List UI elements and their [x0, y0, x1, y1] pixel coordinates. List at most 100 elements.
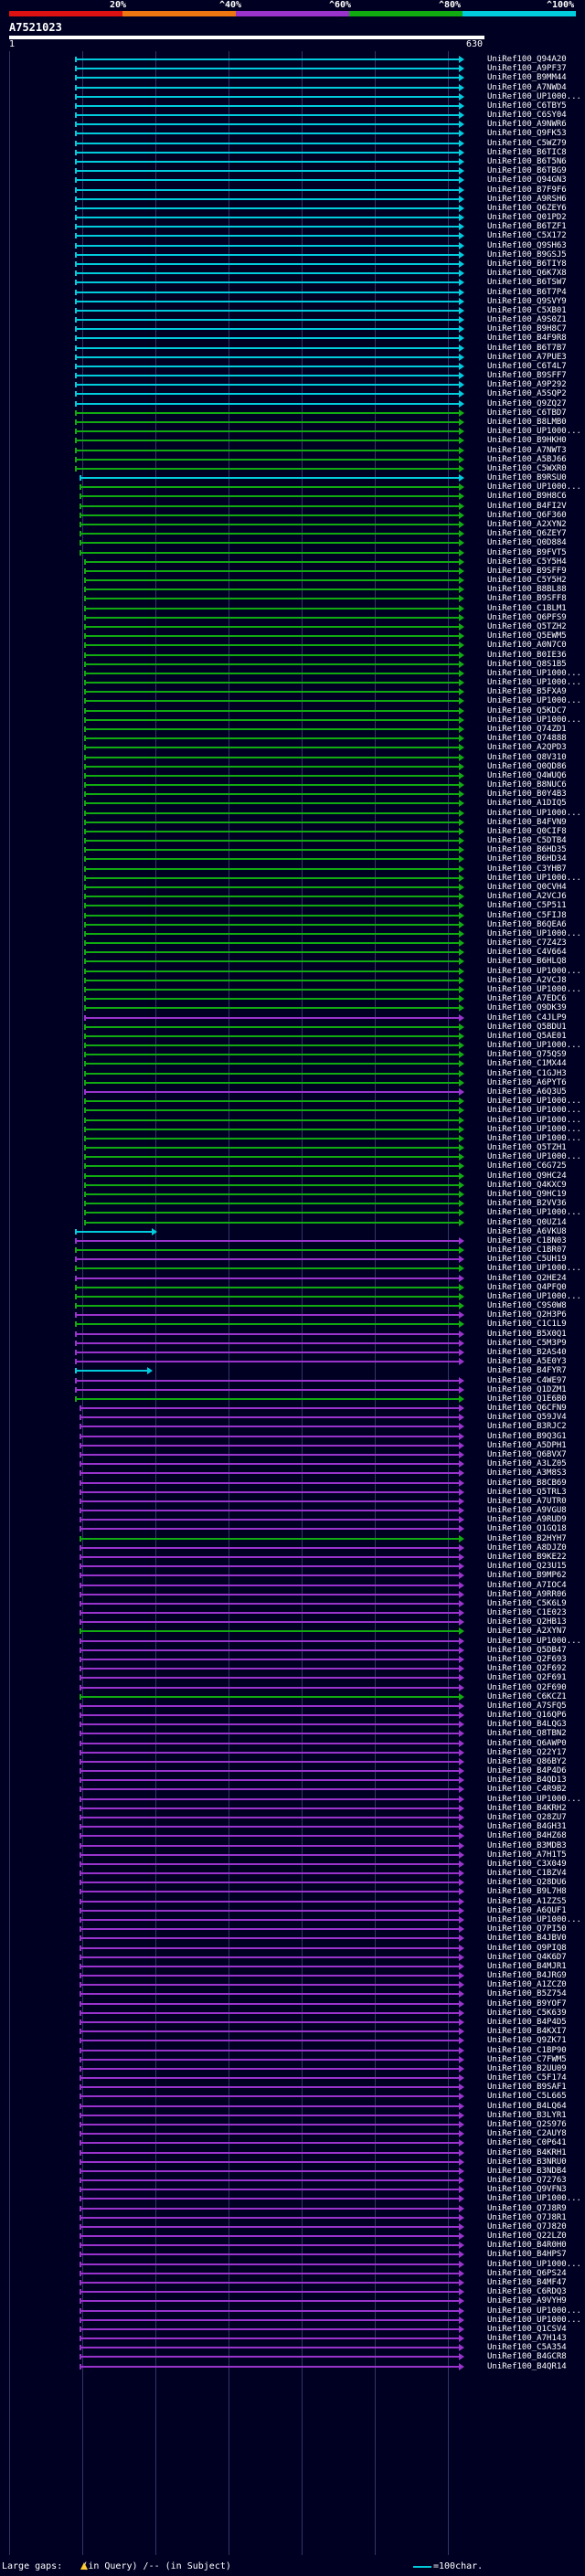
hit-bar[interactable]: [80, 1416, 460, 1419]
hit-label[interactable]: UniRef100_Q9SVY9: [487, 296, 567, 306]
hit-label[interactable]: UniRef100_C6T4L7: [487, 361, 567, 371]
hit-bar[interactable]: [80, 1965, 460, 1967]
hit-row[interactable]: UniRef100_C6G725: [0, 1161, 585, 1171]
hit-bar[interactable]: [80, 524, 460, 525]
hit-row[interactable]: UniRef100_B4FVN9: [0, 818, 585, 828]
hit-row[interactable]: UniRef100_Q6K7X8: [0, 269, 585, 279]
hit-row[interactable]: UniRef100_Q2S976: [0, 2120, 585, 2130]
hit-label[interactable]: UniRef100_C9S0W8: [487, 1301, 567, 1311]
hit-label[interactable]: UniRef100_A6QUF1: [487, 1905, 567, 1915]
hit-row[interactable]: UniRef100_B4GH31: [0, 1822, 585, 1832]
hit-label[interactable]: UniRef100_Q5AE01: [487, 1031, 567, 1041]
hit-row[interactable]: UniRef100_Q9SVY9: [0, 297, 585, 307]
hit-row[interactable]: UniRef100_C0P641: [0, 2138, 585, 2148]
hit-bar[interactable]: [75, 151, 460, 154]
hit-row[interactable]: UniRef100_B4QD13: [0, 1776, 585, 1786]
hit-bar[interactable]: [80, 2030, 460, 2033]
hit-label[interactable]: UniRef100_B9KE22: [487, 1552, 567, 1562]
hit-row[interactable]: UniRef100_Q5TRL3: [0, 1488, 585, 1498]
hit-bar[interactable]: [85, 700, 460, 703]
hit-bar[interactable]: [80, 1919, 460, 1921]
hit-bar[interactable]: [75, 77, 460, 80]
hit-row[interactable]: UniRef100_Q6ZEY6: [0, 204, 585, 214]
hit-row[interactable]: UniRef100_UP1000...: [0, 427, 585, 437]
hit-row[interactable]: UniRef100_C1BR07: [0, 1246, 585, 1256]
hit-row[interactable]: UniRef100_A9RSH6: [0, 195, 585, 205]
hit-row[interactable]: UniRef100_B4FI2V: [0, 502, 585, 512]
hit-row[interactable]: UniRef100_A1ZCZ0: [0, 1980, 585, 1990]
hit-bar[interactable]: [85, 625, 460, 628]
hit-row[interactable]: UniRef100_B0Y4B3: [0, 790, 585, 800]
hit-label[interactable]: UniRef100_B4F9R8: [487, 334, 567, 344]
hit-label[interactable]: UniRef100_C1C1L9: [487, 1320, 567, 1330]
hit-row[interactable]: UniRef100_UP1000...: [0, 1637, 585, 1647]
hit-label[interactable]: UniRef100_A2VCJ8: [487, 975, 567, 985]
hit-bar[interactable]: [80, 2356, 460, 2359]
hit-bar[interactable]: [85, 663, 460, 665]
hit-row[interactable]: UniRef100_A0N7C0: [0, 641, 585, 651]
hit-row[interactable]: UniRef100_B4MJR1: [0, 1962, 585, 1972]
hit-row[interactable]: UniRef100_B6TBG9: [0, 166, 585, 176]
hit-label[interactable]: UniRef100_B4KRH1: [487, 2147, 567, 2157]
hit-row[interactable]: UniRef100_UP1000...: [0, 2316, 585, 2326]
hit-row[interactable]: UniRef100_UP1000...: [0, 716, 585, 726]
hit-label[interactable]: UniRef100_A7UTR0: [487, 1496, 567, 1506]
hit-label[interactable]: UniRef100_Q74ZD1: [487, 724, 567, 734]
hit-bar[interactable]: [80, 2058, 460, 2061]
hit-bar[interactable]: [85, 1212, 460, 1214]
hit-bar[interactable]: [85, 1016, 460, 1019]
hit-row[interactable]: UniRef100_A1DIQ5: [0, 799, 585, 809]
hit-row[interactable]: UniRef100_A5DPH1: [0, 1441, 585, 1451]
hit-label[interactable]: UniRef100_C4WE97: [487, 1375, 567, 1385]
hit-row[interactable]: UniRef100_Q4KXC9: [0, 1181, 585, 1191]
hit-bar[interactable]: [75, 384, 460, 387]
hit-label[interactable]: UniRef100_B2AS40: [487, 1348, 567, 1358]
hit-row[interactable]: UniRef100_C4R9B2: [0, 1785, 585, 1795]
hit-row[interactable]: UniRef100_B6TZF1: [0, 222, 585, 232]
hit-row[interactable]: UniRef100_B4KRH2: [0, 1804, 585, 1814]
hit-bar[interactable]: [80, 1510, 460, 1512]
hit-label[interactable]: UniRef100_Q8TBN2: [487, 1729, 567, 1739]
hit-row[interactable]: UniRef100_UP1000...: [0, 1152, 585, 1162]
hit-row[interactable]: UniRef100_Q28ZU7: [0, 1813, 585, 1823]
hit-bar[interactable]: [75, 1323, 460, 1326]
hit-bar[interactable]: [85, 1118, 460, 1121]
hit-label[interactable]: UniRef100_B4QD13: [487, 1776, 567, 1786]
hit-row[interactable]: UniRef100_Q4WUQ6: [0, 771, 585, 781]
hit-bar[interactable]: [80, 2198, 460, 2200]
hit-label[interactable]: UniRef100_B6TSW7: [487, 278, 567, 288]
hit-bar[interactable]: [75, 291, 460, 293]
hit-label[interactable]: UniRef100_Q7J820: [487, 2221, 567, 2231]
hit-bar[interactable]: [75, 244, 460, 247]
hit-label[interactable]: UniRef100_A5DPH1: [487, 1440, 567, 1450]
hit-bar[interactable]: [85, 1128, 460, 1130]
hit-label[interactable]: UniRef100_Q72763: [487, 2176, 567, 2186]
hit-row[interactable]: UniRef100_Q2HE24: [0, 1274, 585, 1284]
hit-row[interactable]: UniRef100_Q23U15: [0, 1562, 585, 1572]
hit-label[interactable]: UniRef100_B9SFF9: [487, 566, 567, 576]
hit-label[interactable]: UniRef100_B4GCR8: [487, 2352, 567, 2362]
hit-row[interactable]: UniRef100_C5K639: [0, 2009, 585, 2019]
hit-row[interactable]: UniRef100_Q75QS9: [0, 1050, 585, 1060]
hit-row[interactable]: UniRef100_A6Q3U5: [0, 1087, 585, 1097]
hit-row[interactable]: UniRef100_UP1000...: [0, 985, 585, 995]
hit-bar[interactable]: [85, 1100, 460, 1103]
hit-row[interactable]: UniRef100_B4P4D6: [0, 1766, 585, 1776]
hit-bar[interactable]: [85, 1044, 460, 1047]
hit-row[interactable]: UniRef100_C7FWM5: [0, 2055, 585, 2065]
hit-row[interactable]: UniRef100_B3RJC2: [0, 1422, 585, 1432]
hit-label[interactable]: UniRef100_Q4KXC9: [487, 1180, 567, 1190]
hit-row[interactable]: UniRef100_A7IOC4: [0, 1581, 585, 1591]
hit-bar[interactable]: [85, 849, 460, 852]
hit-bar[interactable]: [75, 235, 460, 238]
hit-bar[interactable]: [80, 1463, 460, 1466]
hit-row[interactable]: UniRef100_A1ZZS5: [0, 1897, 585, 1907]
hit-label[interactable]: UniRef100_B9H8C6: [487, 492, 567, 502]
hit-label[interactable]: UniRef100_A7H1T5: [487, 1850, 567, 1860]
hit-row[interactable]: UniRef100_Q5TZH2: [0, 622, 585, 632]
hit-row[interactable]: UniRef100_B4F9R8: [0, 334, 585, 344]
hit-row[interactable]: UniRef100_Q74888: [0, 734, 585, 744]
hit-row[interactable]: UniRef100_UP1000...: [0, 1041, 585, 1051]
hit-label[interactable]: UniRef100_A8DJZ0: [487, 1542, 567, 1553]
hit-row[interactable]: UniRef100_UP1000...: [0, 874, 585, 884]
